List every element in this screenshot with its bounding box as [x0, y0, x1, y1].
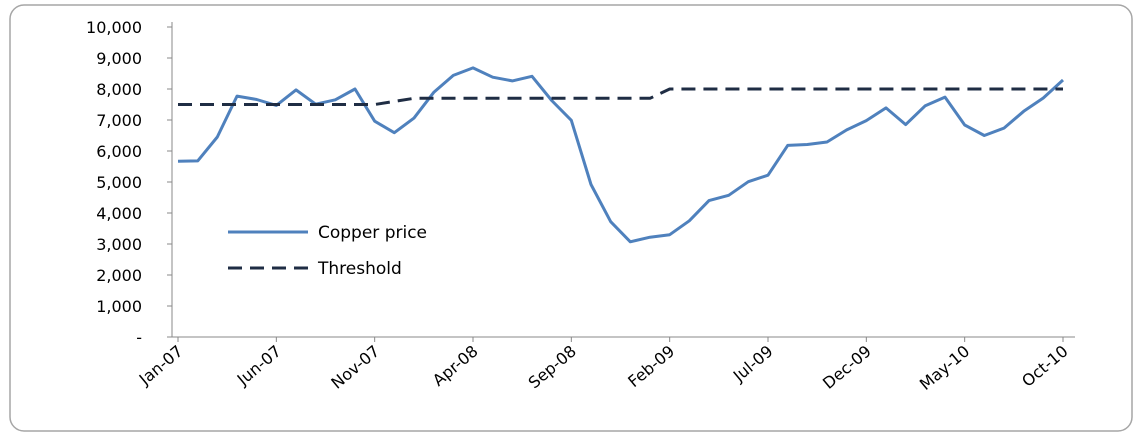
series-line: [177, 66, 1065, 244]
y-tick-label: 3,000: [96, 235, 142, 254]
y-tick-label: 6,000: [96, 142, 142, 161]
legend-label: Threshold: [317, 259, 402, 279]
y-tick-label: 9,000: [96, 49, 142, 68]
y-tick-label: 5,000: [96, 173, 142, 192]
y-tick-label: 1,000: [96, 297, 142, 316]
y-tick-label: 7,000: [96, 111, 142, 130]
y-tick-label: 10,000: [86, 18, 142, 37]
y-tick-label: -: [136, 328, 142, 347]
y-tick-label: 8,000: [96, 80, 142, 99]
series-line: [178, 87, 1063, 106]
y-tick-label: 2,000: [96, 266, 142, 285]
y-tick-label: 4,000: [96, 204, 142, 223]
legend-label: Copper price: [318, 223, 427, 243]
chart-frame: [9, 4, 1133, 432]
